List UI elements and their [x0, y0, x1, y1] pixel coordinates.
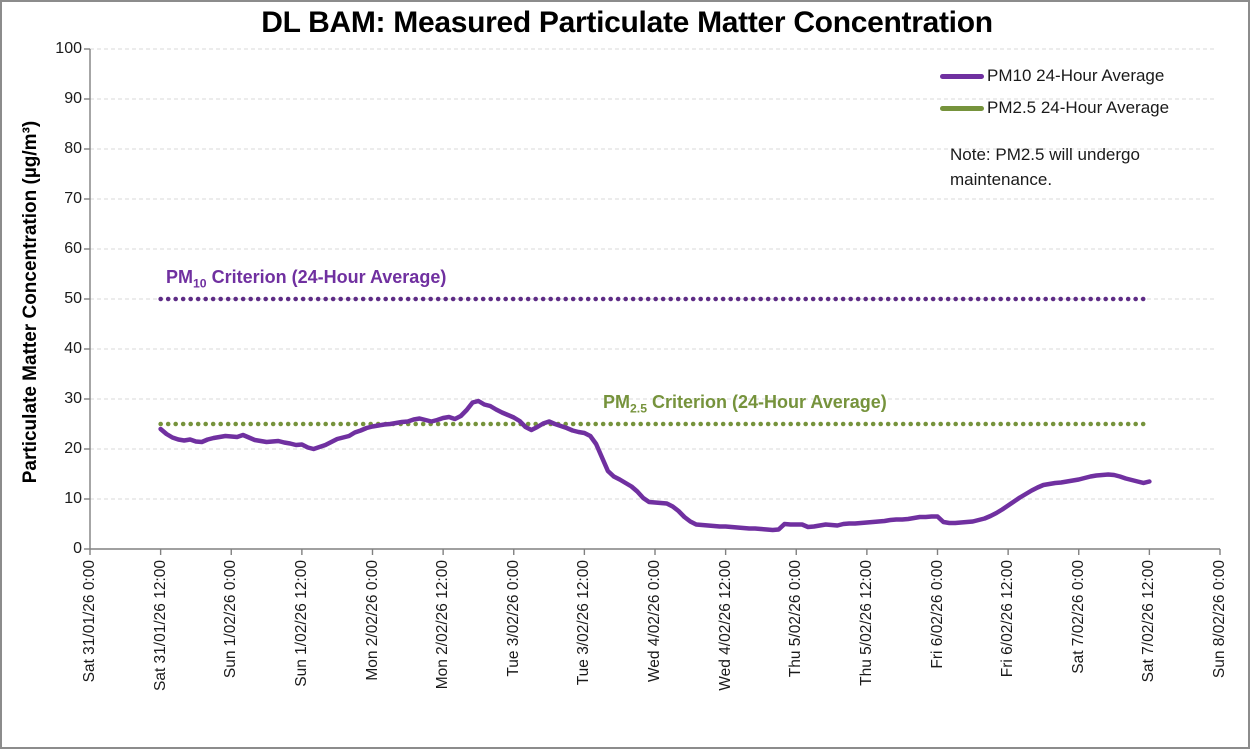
- note-text: Note: PM2.5 will undergo maintenance.: [950, 145, 1140, 189]
- pm10-criterion-rest: Criterion (24-Hour Average): [206, 267, 447, 287]
- x-tick-label: Sun 8/02/26 0:00: [1211, 560, 1228, 679]
- x-tick-label: Fri 6/02/26 12:00: [999, 560, 1017, 678]
- y-tick-label: 100: [55, 40, 82, 57]
- y-tick-label: 50: [64, 290, 82, 307]
- y-tick-label: 30: [64, 390, 82, 407]
- legend-item-pm10: PM10 24-Hour Average: [940, 60, 1169, 92]
- y-tick-label: 0: [73, 540, 82, 557]
- y-tick-label: 20: [64, 440, 82, 457]
- x-tick-label: Tue 3/02/26 0:00: [504, 560, 522, 677]
- y-tick-label: 80: [64, 140, 82, 157]
- x-tick-label: Wed 4/02/26 0:00: [646, 560, 663, 683]
- y-tick-label: 40: [64, 340, 82, 357]
- x-tick-label: Thu 5/02/26 0:00: [787, 560, 805, 678]
- x-tick-label: Mon 2/02/26 0:00: [363, 560, 381, 681]
- pm25-legend-label: PM2.5 24-Hour Average: [987, 98, 1170, 117]
- pm10-legend-swatch: [940, 73, 984, 79]
- pm10-criterion-subscript: 10: [193, 276, 207, 291]
- pm10-criterion-prefix: PM: [166, 267, 193, 287]
- x-tick-label: Sat 7/02/26 12:00: [1140, 560, 1158, 683]
- x-tick-label: Sat 31/01/26 12:00: [151, 560, 169, 692]
- legend: PM10 24-Hour Average PM2.5 24-Hour Avera…: [940, 60, 1169, 124]
- y-tick-label: 60: [64, 240, 82, 257]
- pm10-criterion-label: PM10 Criterion (24-Hour Average): [166, 267, 446, 291]
- pm25-criterion-prefix: PM: [603, 392, 630, 412]
- x-tick-label: Sun 1/02/26 0:00: [222, 560, 240, 679]
- x-tick-label: Sat 7/02/26 0:00: [1069, 560, 1087, 674]
- y-tick-label: 90: [64, 90, 82, 107]
- pm25-criterion-rest: Criterion (24-Hour Average): [647, 392, 887, 412]
- x-tick-label: Thu 5/02/26 12:00: [857, 560, 875, 686]
- pm10-legend-label: PM10 24-Hour Average: [987, 66, 1165, 85]
- x-tick-label: Fri 6/02/26 0:00: [928, 560, 946, 669]
- legend-item-pm25: PM2.5 24-Hour Average: [940, 92, 1169, 124]
- x-tick-label: Tue 3/02/26 12:00: [575, 560, 593, 686]
- x-tick-label: Mon 2/02/26 12:00: [434, 560, 452, 690]
- chart-title: DL BAM: Measured Particulate Matter Conc…: [261, 6, 993, 39]
- pm25-legend-swatch: [940, 105, 984, 111]
- x-tick-label: Sun 1/02/26 12:00: [292, 560, 310, 687]
- pm25-criterion-subscript: 2.5: [630, 401, 648, 416]
- x-tick-label: Wed 4/02/26 12:00: [716, 560, 734, 691]
- x-tick-label: Sat 31/01/26 0:00: [81, 560, 98, 683]
- pm25-criterion-label: PM2.5 Criterion (24-Hour Average): [603, 392, 887, 416]
- y-tick-label: 70: [64, 190, 82, 207]
- y-tick-label: 10: [64, 490, 82, 507]
